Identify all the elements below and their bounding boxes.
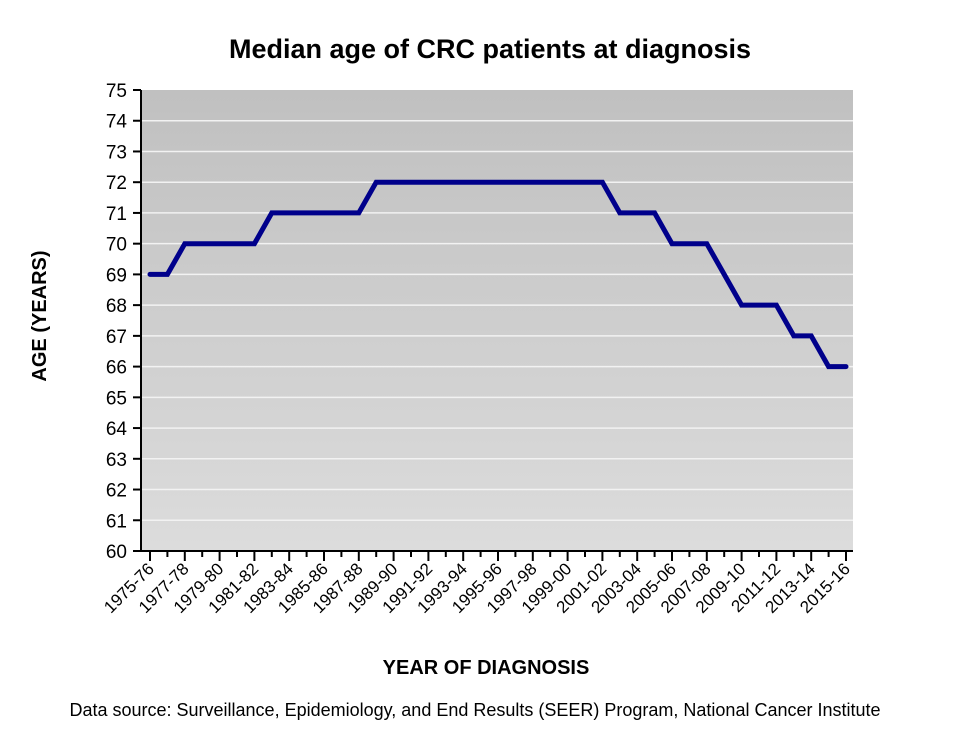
- y-tick-label: 65: [106, 388, 127, 409]
- y-tick-label: 68: [106, 296, 127, 317]
- gridlines: [141, 119, 853, 522]
- y-tick-label: 70: [106, 235, 127, 256]
- x-axis-title: YEAR OF DIAGNOSIS: [383, 657, 590, 679]
- y-tick-label: 63: [106, 450, 127, 471]
- y-tick-label: 66: [106, 358, 127, 379]
- y-tick-label: 75: [106, 81, 127, 102]
- y-tick-label: 74: [106, 112, 128, 133]
- x-axis-ticks: 1975-761977-781979-801981-821983-841985-…: [100, 551, 854, 617]
- y-tick-label: 72: [106, 173, 127, 194]
- y-tick-label: 61: [106, 511, 127, 532]
- chart-title: Median age of CRC patients at diagnosis: [229, 34, 751, 64]
- y-tick-label: 71: [106, 204, 127, 225]
- series-line: [147, 179, 849, 370]
- plot-area: [141, 90, 853, 551]
- y-tick-label: 67: [106, 327, 127, 348]
- data-source-note: Data source: Surveillance, Epidemiology,…: [69, 700, 880, 720]
- series-group: [147, 179, 849, 370]
- axes: [140, 90, 853, 552]
- y-tick-label: 73: [106, 142, 127, 163]
- y-axis-ticks: 60 61 62 63 64 65 66 67 68 69 70 71 72 73 74 75: [106, 81, 141, 563]
- y-tick-label: 60: [106, 542, 127, 563]
- y-axis-title: AGE (YEARS): [29, 250, 51, 381]
- y-tick-label: 69: [106, 265, 127, 286]
- y-tick-label: 64: [106, 419, 128, 440]
- y-tick-label: 62: [106, 481, 127, 502]
